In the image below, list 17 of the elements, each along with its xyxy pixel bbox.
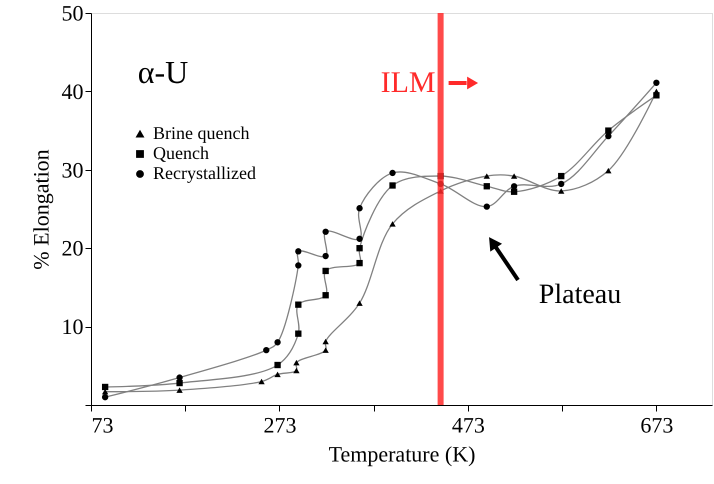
legend-label: Brine quench [153,123,250,143]
legend-label: Recrystallized [153,163,256,183]
y-tick-label: 50 [62,0,84,26]
x-tick-label: 73 [92,412,114,438]
annotation: α-U [138,54,188,90]
ref-line-label: ILM [380,66,436,99]
y-axis-title: % Elongation [28,149,54,270]
y-tick-label: 30 [62,157,84,182]
x-tick-label: 673 [640,412,674,438]
y-tick-label: 20 [62,236,84,261]
annotation: Plateau [538,279,622,310]
x-axis-title: Temperature (K) [328,442,476,466]
x-tick-label: 273 [263,412,296,438]
y-tick-label: 10 [62,314,84,340]
legend-label: Quench [153,143,209,163]
y-tick-label: 40 [62,78,84,104]
x-tick-label: 473 [452,412,485,438]
